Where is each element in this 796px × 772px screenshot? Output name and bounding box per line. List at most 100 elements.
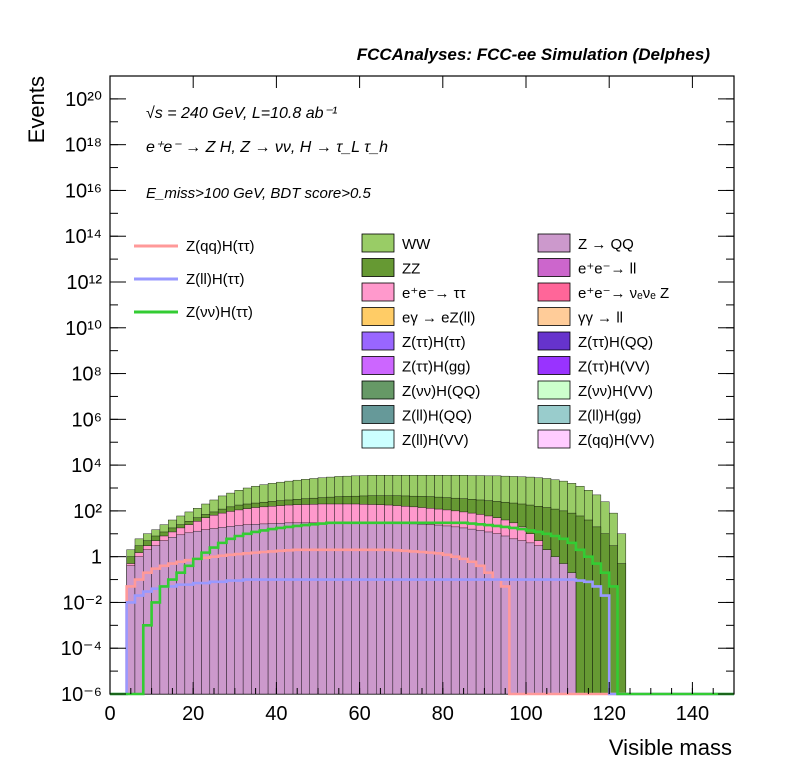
legend-fill-label-11: Z(ττ)H(VV) bbox=[578, 359, 650, 376]
stacked-histograms bbox=[126, 475, 627, 695]
legend-fill-label-2: ZZ bbox=[402, 261, 420, 278]
bar-z-qq-17 bbox=[251, 524, 260, 695]
bar-z-qq-41 bbox=[450, 526, 460, 695]
x-axis-title: Visible mass bbox=[609, 735, 732, 760]
y-tick-label-4: 10² bbox=[73, 501, 102, 523]
bar-z-qq-55 bbox=[567, 572, 577, 695]
bar-z-qq-40 bbox=[442, 525, 452, 695]
bar-z-qq-54 bbox=[559, 563, 568, 695]
y-tick-label-0: 10⁻⁶ bbox=[61, 684, 102, 706]
y-tick-label-10: 10¹⁴ bbox=[65, 226, 103, 248]
x-tick-label-0: 0 bbox=[104, 703, 115, 725]
legend-line-label-2: Z(νν)H(ττ) bbox=[186, 304, 253, 321]
legend-fill-label-15: Z(ll)H(gg) bbox=[578, 408, 641, 425]
legend-fill-swatch-7 bbox=[537, 307, 571, 326]
legend-fill-swatch-14 bbox=[361, 405, 395, 424]
bar-z-qq-36 bbox=[409, 523, 419, 695]
legend-fill-swatch-6 bbox=[361, 307, 395, 326]
y-tick-label-2: 10⁻² bbox=[63, 592, 103, 614]
bar-z-qq-16 bbox=[242, 524, 252, 695]
y-axis-title: Events bbox=[24, 76, 49, 143]
legend-fill-label-3: e⁺e⁻→ ll bbox=[578, 261, 636, 278]
legend-fill-label-17: Z(qq)H(VV) bbox=[578, 432, 655, 449]
legend-fill-label-12: Z(νν)H(QQ) bbox=[402, 383, 480, 400]
bar-z-qq-43 bbox=[467, 528, 477, 695]
process-label: e⁺e⁻ → Z H, Z → νν, H → τ_L τ_h bbox=[146, 139, 388, 156]
y-tick-label-13: 10²⁰ bbox=[65, 89, 102, 111]
x-tick-label-20: 20 bbox=[182, 703, 204, 725]
y-tick-label-1: 10⁻⁴ bbox=[61, 638, 102, 660]
bar-z-qq-45 bbox=[484, 531, 493, 695]
x-tick-label-140: 140 bbox=[676, 703, 709, 725]
legend-fill-label-1: Z → QQ bbox=[578, 236, 634, 253]
legend-fill-label-16: Z(ll)H(VV) bbox=[402, 432, 469, 449]
bar-z-qq-53 bbox=[550, 556, 560, 695]
bar-z-qq-50 bbox=[525, 542, 535, 695]
bar-zz-58 bbox=[592, 526, 602, 695]
x-tick-label-60: 60 bbox=[348, 703, 370, 725]
bar-z-qq-52 bbox=[542, 549, 552, 695]
legend-fill-label-0: WW bbox=[402, 236, 431, 253]
legend-fill-label-10: Z(ττ)H(gg) bbox=[402, 359, 471, 376]
legend-fill-swatch-8 bbox=[361, 331, 395, 351]
bar-z-qq-44 bbox=[475, 530, 485, 695]
legend-fill-swatch-16 bbox=[361, 429, 395, 449]
y-tick-label-12: 10¹⁸ bbox=[65, 135, 102, 157]
figure-header: FCCAnalyses: FCC-ee Simulation (Delphes) bbox=[357, 45, 711, 64]
bar-z-qq-38 bbox=[425, 524, 435, 695]
legend-fill-swatch-13 bbox=[537, 380, 571, 400]
bar-z-qq-8 bbox=[176, 534, 186, 695]
line-z-h- bbox=[110, 521, 734, 696]
x-tick-label-120: 120 bbox=[593, 703, 626, 725]
x-tick-label-100: 100 bbox=[509, 703, 542, 725]
bar-z-qq-20 bbox=[276, 522, 285, 695]
legend-fill-label-6: eγ → eZ(ll) bbox=[402, 310, 475, 327]
energy-lumi-label: √s = 240 GeV, L=10.8 ab⁻¹ bbox=[146, 105, 337, 122]
y-tick-label-3: 1 bbox=[91, 547, 102, 569]
x-tick-label-80: 80 bbox=[432, 703, 454, 725]
y-tick-label-11: 10¹⁶ bbox=[65, 180, 102, 202]
bar-z-qq-39 bbox=[434, 524, 444, 695]
legend-fill-swatch-12 bbox=[361, 380, 395, 400]
bar-z-qq-37 bbox=[417, 524, 427, 695]
legend-fill-swatch-3 bbox=[537, 258, 571, 277]
legend-fill-label-8: Z(ττ)H(ττ) bbox=[402, 334, 466, 351]
bar-z-qq-9 bbox=[184, 532, 194, 695]
bar-z-qq-42 bbox=[459, 527, 468, 695]
bar-z-qq-13 bbox=[217, 527, 227, 695]
legend-fill-swatch-4 bbox=[361, 282, 395, 302]
legend-fill-swatch-2 bbox=[361, 258, 395, 277]
legend-line-label-1: Z(ll)H(ττ) bbox=[186, 271, 245, 288]
y-tick-label-7: 10⁸ bbox=[71, 364, 102, 386]
y-tick-label-6: 10⁶ bbox=[72, 409, 102, 431]
bar-z-qq-49 bbox=[517, 540, 527, 695]
bar-z-qq-46 bbox=[492, 533, 502, 695]
legend-line-label-0: Z(qq)H(ττ) bbox=[186, 238, 255, 255]
legend-fill-swatch-11 bbox=[537, 356, 571, 375]
bar-z-qq-15 bbox=[234, 525, 244, 695]
y-tick-label-5: 10⁴ bbox=[71, 455, 102, 477]
legend-fill-swatch-10 bbox=[361, 356, 395, 375]
legend-fill-label-7: γγ → ll bbox=[578, 310, 623, 327]
bar-z-qq-14 bbox=[226, 526, 235, 695]
axes: 0 20 40 60 80 100 120 140 10⁻⁶ 10⁻⁴ 10⁻² 1 10² 10⁴ 10⁶… bbox=[61, 75, 735, 725]
legend-fill-label-5: e⁺e⁻→ νₑνₑ Z bbox=[578, 285, 669, 302]
legend-fill-label-13: Z(νν)H(VV) bbox=[578, 383, 653, 400]
legend-fill-label-9: Z(ττ)H(QQ) bbox=[578, 334, 653, 351]
x-tick-label-40: 40 bbox=[265, 703, 287, 725]
legend-fill-swatch-5 bbox=[537, 282, 571, 302]
legend-fill-swatch-0 bbox=[361, 233, 395, 253]
bar-z-qq-19 bbox=[267, 523, 277, 695]
legend: Z(qq)H(ττ) Z(ll)H(ττ) Z(νν)H(ττ) WW Z → QQ ZZ… bbox=[134, 233, 669, 449]
y-tick-label-9: 10¹² bbox=[66, 272, 102, 294]
legend-fill-swatch-15 bbox=[537, 405, 571, 424]
y-tick-label-8: 10¹⁰ bbox=[65, 318, 102, 340]
legend-fill-label-4: e⁺e⁻→ ττ bbox=[402, 285, 466, 302]
bar-z-qq-51 bbox=[534, 545, 543, 695]
legend-fill-swatch-17 bbox=[537, 429, 571, 449]
legend-fill-swatch-1 bbox=[537, 233, 571, 253]
legend-fill-label-14: Z(ll)H(QQ) bbox=[402, 408, 472, 425]
legend-fill-swatch-9 bbox=[537, 331, 571, 351]
bar-z-qq-18 bbox=[259, 523, 269, 695]
